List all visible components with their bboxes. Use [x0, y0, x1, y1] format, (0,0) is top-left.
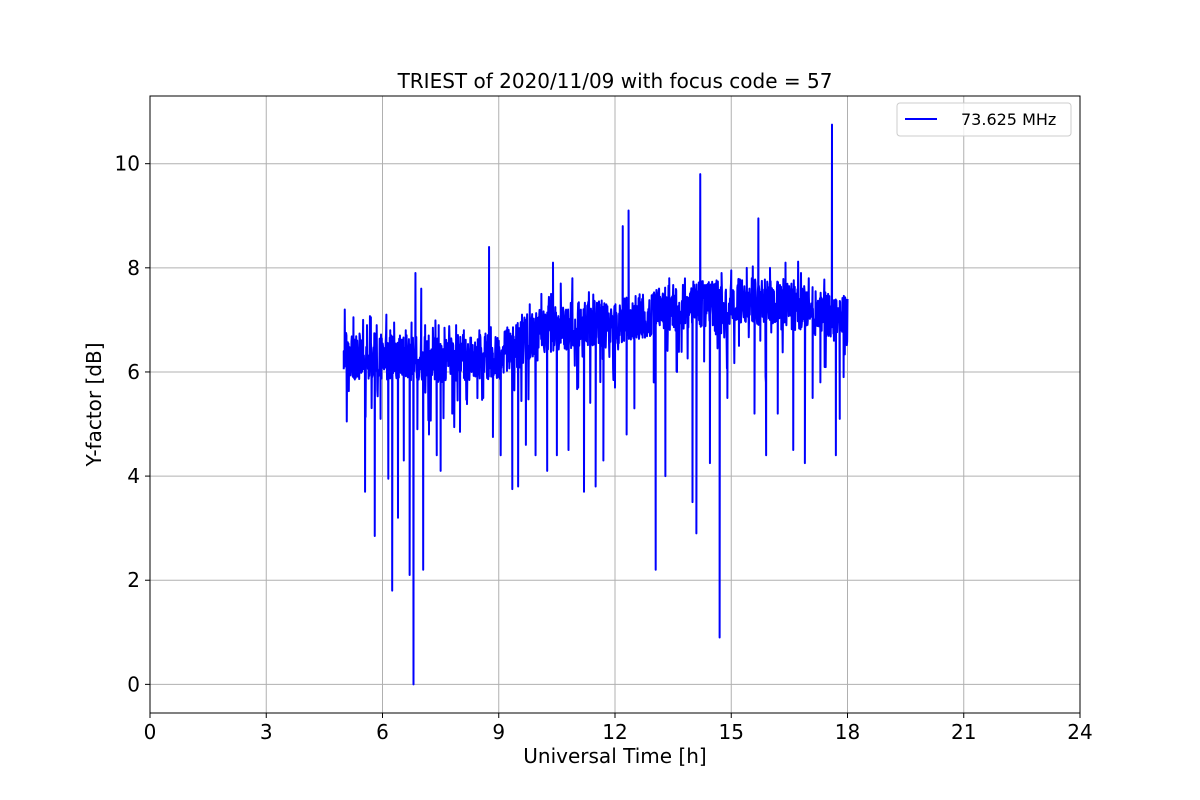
legend-box [896, 102, 1072, 137]
x-axis: 0 3 6 9 12 15 18 21 24 [144, 713, 1093, 744]
y-axis: 0 2 4 6 8 10 [115, 152, 150, 696]
x-tick-label: 6 [376, 720, 389, 744]
x-tick-label: 9 [492, 720, 505, 744]
x-tick-label: 3 [260, 720, 273, 744]
chart-title: TRIEST of 2020/11/09 with focus code = 5… [397, 69, 833, 93]
legend-entry-label: 73.625 MHz [961, 110, 1056, 129]
y-tick-label: 8 [127, 256, 140, 280]
x-tick-label: 24 [1067, 720, 1092, 744]
x-tick-label: 12 [602, 720, 627, 744]
series-line-73-625-mhz [342, 123, 849, 686]
x-tick-label: 15 [719, 720, 744, 744]
y-axis-label: Y-factor [dB] [82, 342, 106, 467]
x-axis-label: Universal Time [h] [523, 744, 706, 768]
x-tick-label: 18 [835, 720, 860, 744]
series-layer [342, 123, 849, 686]
y-tick-label: 2 [127, 568, 140, 592]
y-tick-label: 10 [115, 152, 140, 176]
x-tick-label: 0 [144, 720, 157, 744]
y-tick-label: 4 [127, 464, 140, 488]
x-tick-label: 21 [951, 720, 976, 744]
y-tick-label: 0 [127, 672, 140, 696]
legend: 73.625 MHz [896, 102, 1072, 137]
y-tick-label: 6 [127, 360, 140, 384]
